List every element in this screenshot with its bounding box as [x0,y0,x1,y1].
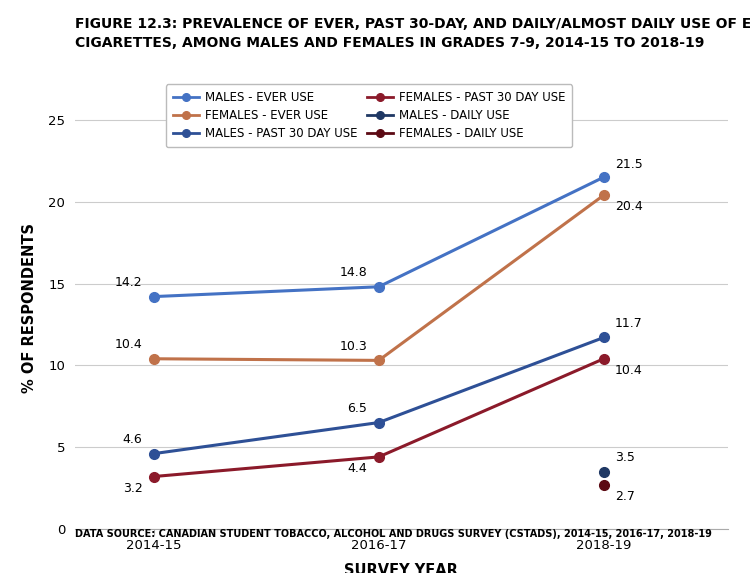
Text: 10.4: 10.4 [115,339,142,351]
Text: 21.5: 21.5 [615,159,643,171]
Legend: MALES - EVER USE, FEMALES - EVER USE, MALES - PAST 30 DAY USE, FEMALES - PAST 30: MALES - EVER USE, FEMALES - EVER USE, MA… [166,84,572,147]
Text: DATA SOURCE: CANADIAN STUDENT TOBACCO, ALCOHOL AND DRUGS SURVEY (CSTADS), 2014-1: DATA SOURCE: CANADIAN STUDENT TOBACCO, A… [75,529,712,539]
Y-axis label: % OF RESPONDENTS: % OF RESPONDENTS [22,223,38,393]
Text: 6.5: 6.5 [347,402,368,415]
Text: 3.5: 3.5 [615,452,634,464]
Text: 3.2: 3.2 [123,481,142,494]
Text: 20.4: 20.4 [615,200,643,213]
Text: 14.8: 14.8 [340,266,368,280]
Text: 10.4: 10.4 [615,364,643,377]
Text: 11.7: 11.7 [615,317,643,330]
Text: 4.6: 4.6 [123,433,142,446]
Text: FIGURE 12.3: PREVALENCE OF EVER, PAST 30-DAY, AND DAILY/ALMOST DAILY USE OF E-
C: FIGURE 12.3: PREVALENCE OF EVER, PAST 30… [75,17,750,50]
X-axis label: SURVEY YEAR: SURVEY YEAR [344,563,458,573]
Text: 2.7: 2.7 [615,490,634,503]
Text: 10.3: 10.3 [340,340,368,353]
Text: 14.2: 14.2 [115,276,142,289]
Text: 4.4: 4.4 [348,462,368,475]
